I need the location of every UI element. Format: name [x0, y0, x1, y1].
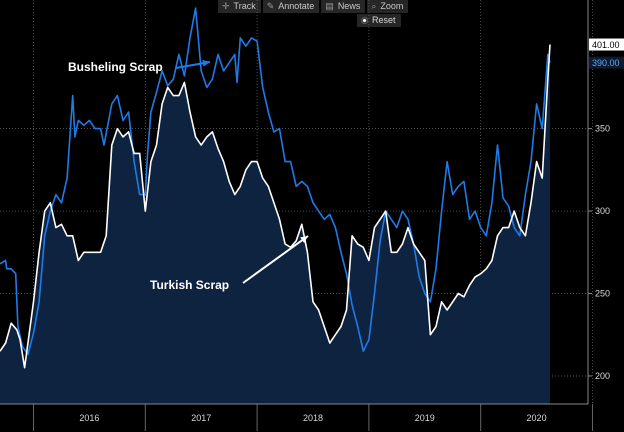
news-button[interactable]: ▤ News	[321, 0, 366, 13]
busheling-series-line	[0, 7, 551, 356]
busheling-last-value: 390.00	[592, 58, 620, 68]
busheling-last-value-bg	[589, 56, 624, 69]
reset-icon	[361, 17, 368, 24]
annotate-label: Annotate	[278, 1, 315, 11]
annotations-layer: Busheling Scrap Turkish Scrap	[68, 59, 309, 292]
area-fill-layer	[0, 44, 550, 404]
pencil-icon: ✎	[266, 1, 275, 11]
annotate-button[interactable]: ✎ Annotate	[262, 0, 320, 13]
chart-toolbar: ✛ Track ✎ Annotate ▤ News ⌕ Zoom	[218, 0, 409, 13]
magnifier-icon: ⌕	[371, 1, 377, 11]
busheling-annotation: Busheling Scrap	[68, 60, 163, 74]
x-tick-label: 2016	[79, 413, 99, 423]
x-tick-label: 2017	[191, 413, 211, 423]
news-label: News	[337, 1, 361, 11]
turkish-arrow-head	[300, 236, 308, 244]
turkish-area-fill	[0, 44, 550, 404]
track-button[interactable]: ✛ Track	[218, 0, 261, 13]
x-tick-label: 2020	[527, 413, 547, 423]
reset-label: Reset	[372, 15, 396, 25]
zoom-label: Zoom	[380, 1, 404, 11]
y-tick-label: 350	[595, 124, 610, 134]
series-lines-layer	[0, 7, 551, 369]
turkish-arrow	[242, 235, 309, 284]
news-icon: ▤	[325, 1, 334, 11]
y-tick-label: 200	[595, 371, 610, 381]
zoom-button[interactable]: ⌕ Zoom	[367, 0, 409, 13]
x-tick-label: 2018	[303, 413, 323, 423]
turkish-last-value: 401.00	[592, 40, 620, 50]
crosshair-icon: ✛	[222, 1, 230, 11]
track-label: Track	[233, 1, 256, 11]
reset-button[interactable]: Reset	[357, 14, 401, 27]
y-tick-label: 300	[595, 206, 610, 216]
busheling-arrow-head	[202, 59, 210, 67]
x-tick-label: 2019	[415, 413, 435, 423]
turkish-last-value-bg	[589, 38, 624, 51]
turkish-annotation: Turkish Scrap	[150, 278, 229, 292]
y-tick-label: 250	[595, 289, 610, 299]
turkish-series-line	[0, 44, 551, 369]
